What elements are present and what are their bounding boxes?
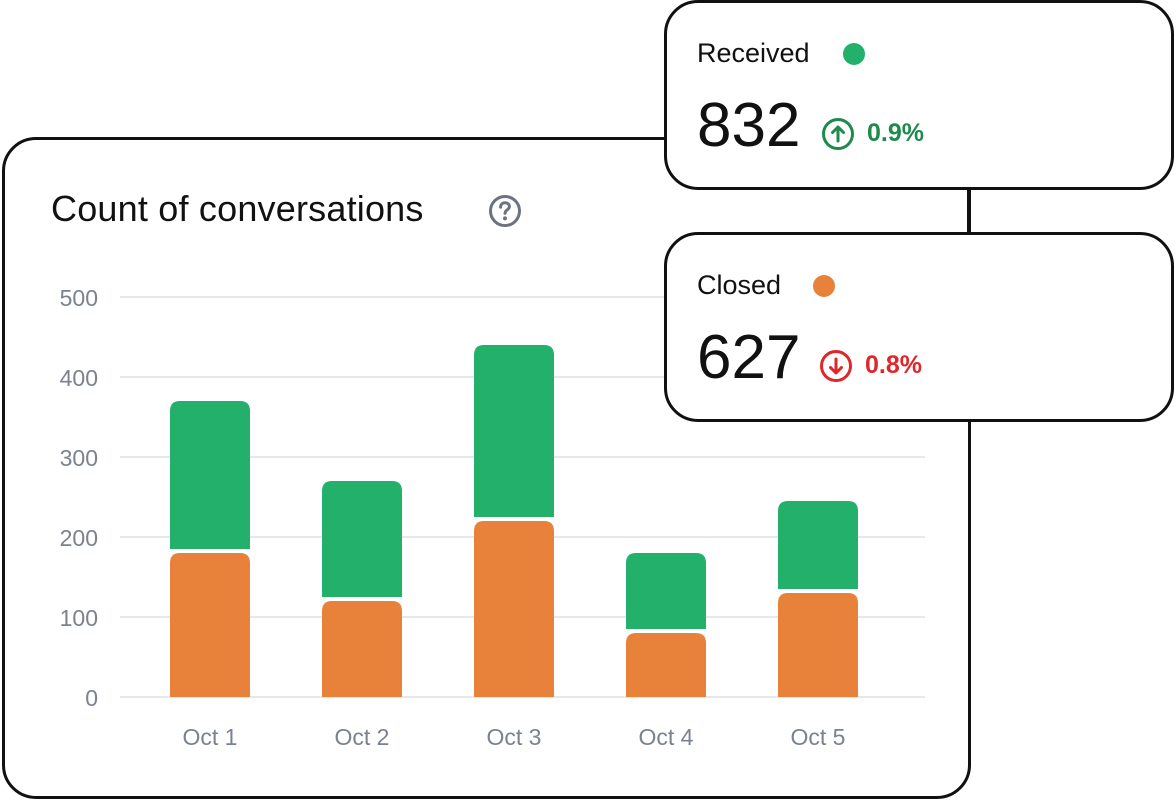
x-tick-label: Oct 4 [639, 724, 694, 750]
y-tick-label: 200 [60, 525, 98, 551]
bar-closed-2[interactable] [322, 601, 402, 697]
bar-received-4[interactable] [626, 553, 706, 629]
x-tick-label: Oct 1 [183, 724, 238, 750]
y-tick-label: 0 [85, 685, 98, 711]
bar-chart: 0 100 200 300 400 500 Oct 1 Oct 2 Oct 3 Oct 4 Oct … [60, 285, 925, 750]
closed-change: 0.8% [865, 351, 922, 379]
question-circle-icon[interactable] [487, 193, 523, 229]
y-tick-label: 300 [60, 445, 98, 471]
received-value: 832 [697, 91, 801, 160]
closed-stat-card: Closed 627 0.8% [664, 232, 1174, 422]
y-tick-label: 100 [60, 605, 98, 631]
x-tick-label: Oct 3 [487, 724, 542, 750]
closed-label: Closed [697, 270, 782, 300]
bar-closed-4[interactable] [626, 633, 706, 697]
bar-received-1[interactable] [170, 401, 250, 549]
chart-title: Count of conversations [51, 188, 424, 229]
connector-line [967, 185, 971, 239]
received-label: Received [697, 38, 810, 68]
bar-closed-5[interactable] [778, 593, 858, 697]
bar-received-3[interactable] [474, 345, 554, 517]
bar-received-5[interactable] [778, 501, 858, 589]
bar-closed-3[interactable] [474, 521, 554, 697]
bar-closed-1[interactable] [170, 553, 250, 697]
received-stat-card: Received 832 0.9% [664, 0, 1174, 190]
x-tick-label: Oct 5 [791, 724, 846, 750]
received-legend-dot [843, 43, 865, 65]
arrow-up-circle-icon [822, 118, 854, 150]
received-change: 0.9% [867, 119, 924, 147]
closed-legend-dot [813, 275, 835, 297]
y-tick-label: 500 [60, 285, 98, 311]
x-tick-label: Oct 2 [335, 724, 390, 750]
arrow-down-circle-icon [820, 350, 852, 382]
y-tick-label: 400 [60, 365, 98, 391]
bar-received-2[interactable] [322, 481, 402, 597]
closed-value: 627 [697, 323, 801, 392]
